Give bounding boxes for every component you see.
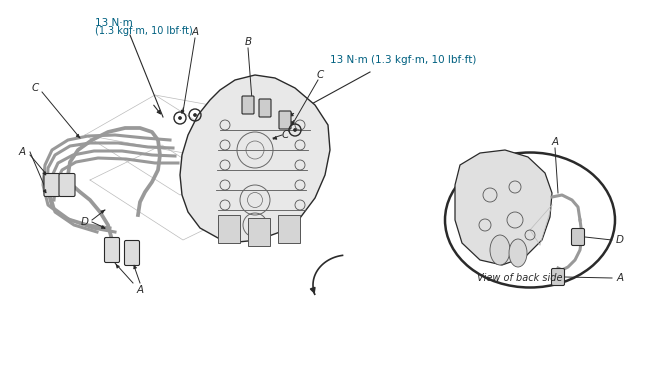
Ellipse shape (445, 152, 615, 288)
FancyBboxPatch shape (59, 174, 75, 197)
Circle shape (193, 113, 197, 116)
FancyBboxPatch shape (551, 268, 565, 285)
Text: (1.3 kgf·m, 10 lbf·ft): (1.3 kgf·m, 10 lbf·ft) (95, 26, 193, 36)
Polygon shape (455, 150, 552, 265)
Text: 13 N·m: 13 N·m (95, 18, 133, 28)
Text: A: A (136, 285, 143, 295)
Text: C: C (32, 83, 39, 93)
FancyBboxPatch shape (259, 99, 271, 117)
Bar (248, 218, 270, 246)
Ellipse shape (490, 235, 510, 265)
Text: B: B (244, 37, 251, 47)
Text: C: C (316, 70, 324, 80)
FancyBboxPatch shape (44, 174, 60, 197)
Text: View of back side: View of back side (477, 273, 563, 283)
Text: A: A (191, 27, 199, 37)
FancyBboxPatch shape (242, 96, 254, 114)
Text: C: C (282, 130, 289, 140)
Text: A: A (551, 137, 559, 147)
Text: D: D (81, 217, 89, 227)
Circle shape (293, 129, 297, 132)
FancyBboxPatch shape (572, 228, 584, 245)
Text: 13 N·m (1.3 kgf·m, 10 lbf·ft): 13 N·m (1.3 kgf·m, 10 lbf·ft) (330, 55, 476, 65)
Text: D: D (616, 235, 624, 245)
Polygon shape (180, 75, 330, 242)
FancyBboxPatch shape (124, 240, 139, 265)
Ellipse shape (509, 239, 527, 267)
FancyBboxPatch shape (105, 237, 120, 262)
Text: A: A (617, 273, 624, 283)
FancyBboxPatch shape (279, 111, 291, 129)
Circle shape (178, 116, 182, 119)
Text: A: A (18, 147, 26, 157)
Bar (278, 215, 300, 243)
Bar (218, 215, 240, 243)
